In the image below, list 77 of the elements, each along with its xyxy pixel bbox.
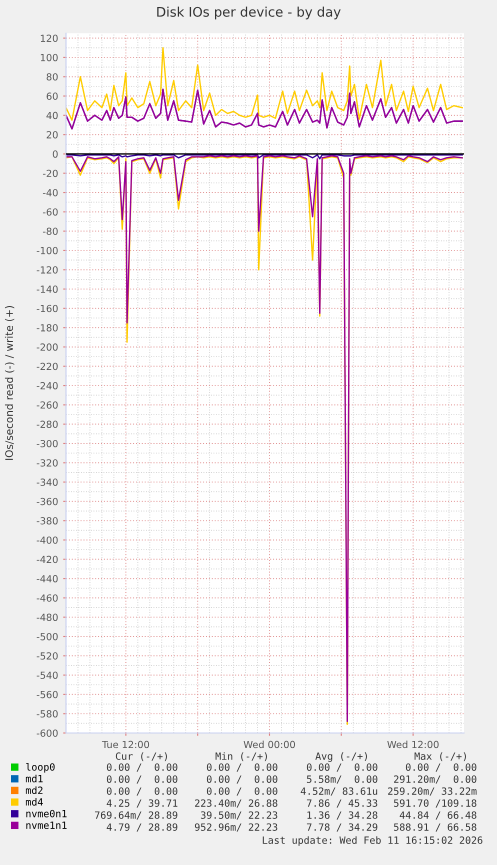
- text: 1.36 / 34.28: [307, 811, 378, 820]
- y-tick-label: -20: [42, 170, 58, 178]
- y-tick-label: -520: [36, 652, 58, 660]
- chart-title: Disk IOs per device - by day: [157, 6, 341, 20]
- y-tick-label: -220: [36, 362, 58, 370]
- y-tick-label: -580: [36, 710, 58, 718]
- text: 4.52m/ 83.61u: [300, 787, 378, 796]
- y-tick-label: 80: [46, 73, 58, 81]
- legend-label: md4: [26, 798, 43, 806]
- y-tick-label: -60: [42, 208, 58, 216]
- y-tick-label: -260: [36, 401, 58, 409]
- text: Min (-/+): [216, 752, 267, 762]
- y-tick-label: -280: [36, 420, 58, 428]
- y-tick-label: 40: [46, 112, 58, 120]
- text: 7.78 / 34.29: [306, 823, 378, 832]
- y-tick-label: -480: [36, 614, 58, 622]
- text: 0.00 / 0.00: [206, 775, 278, 784]
- y-tick-label: -240: [36, 382, 58, 390]
- y-tick-label: -40: [42, 189, 58, 196]
- legend-label: md1: [26, 774, 43, 782]
- y-tick-label: -400: [36, 536, 58, 544]
- x-tick-label: Wed 12:00: [387, 740, 439, 748]
- legend-label: loop0: [26, 763, 55, 773]
- text: 223.40m/ 26.88: [195, 799, 278, 808]
- y-tick-label: 120: [40, 34, 58, 42]
- y-tick-label: -420: [36, 556, 58, 564]
- y-tick-label: -140: [36, 286, 58, 293]
- text: 0.00 / 0.00: [306, 763, 378, 772]
- y-tick-label: -200: [36, 343, 58, 351]
- text: 44.84 / 66.48: [400, 811, 476, 820]
- text: 0.00 / 0.00: [106, 763, 178, 772]
- y-tick-label: -440: [36, 575, 58, 582]
- text: 0.00 / 0.00: [106, 787, 178, 796]
- y-tick-label: -100: [36, 246, 58, 254]
- legend-label: nvme0n1: [26, 810, 67, 818]
- text: Max (-/+): [414, 752, 466, 762]
- y-tick-label: -500: [36, 632, 58, 640]
- x-tick-label: Tue 12:00: [102, 740, 150, 748]
- text: 4.79 / 28.89: [106, 823, 178, 832]
- y-tick-label: -360: [36, 498, 58, 506]
- y-tick-label: -120: [36, 266, 58, 274]
- y-tick-label: -460: [36, 594, 58, 602]
- text: 7.86 / 45.33: [306, 799, 378, 808]
- legend-label: nvme1n1: [26, 822, 67, 829]
- text: 5.58m/ 0.00: [306, 775, 378, 784]
- y-tick-label: -300: [36, 440, 58, 448]
- text: 4.25 / 39.71: [106, 799, 178, 808]
- y-tick-label: -320: [36, 459, 58, 467]
- x-tick-label: Wed 00:00: [244, 740, 295, 748]
- text: 588.91 / 66.58: [394, 823, 476, 832]
- text: Last update: Wed Feb 11 16:15:02 2026: [262, 836, 482, 846]
- text: 0.00 / 0.00: [206, 763, 278, 772]
- text: 952.96m/ 22.23: [194, 823, 278, 832]
- y-tick-label: -180: [36, 324, 58, 332]
- text: 769.64m/ 28.89: [94, 811, 178, 820]
- text: 39.50m/ 22.23: [200, 811, 278, 820]
- y-tick-label: -340: [36, 478, 58, 486]
- text: 291.20m/ 0.00: [394, 775, 476, 784]
- y-tick-label: 0: [52, 150, 58, 158]
- y-tick-label: 20: [46, 131, 58, 138]
- y-tick-label: -600: [36, 729, 58, 737]
- text: 0.00 / 0.00: [406, 763, 476, 772]
- text: 0.00 / 0.00: [106, 775, 178, 784]
- y-tick-label: -560: [36, 690, 58, 698]
- text: 0.00 / 0.00: [206, 787, 278, 796]
- y-tick-label: -540: [36, 672, 58, 679]
- y-tick-label: 60: [46, 92, 58, 100]
- y-tick-label: -380: [36, 517, 58, 525]
- text: Avg (-/+): [315, 752, 367, 762]
- text: Cur (-/+): [116, 752, 167, 762]
- y-axis-title: IOs/second read (-) / write (+): [4, 306, 14, 460]
- y-tick-label: -160: [36, 304, 58, 312]
- text: 591.70 /109.18: [394, 799, 476, 808]
- y-tick-label: 100: [40, 54, 58, 62]
- y-tick-label: -80: [42, 228, 58, 235]
- text: 259.20m/ 33.22m: [388, 787, 477, 796]
- legend-label: md2: [26, 786, 42, 794]
